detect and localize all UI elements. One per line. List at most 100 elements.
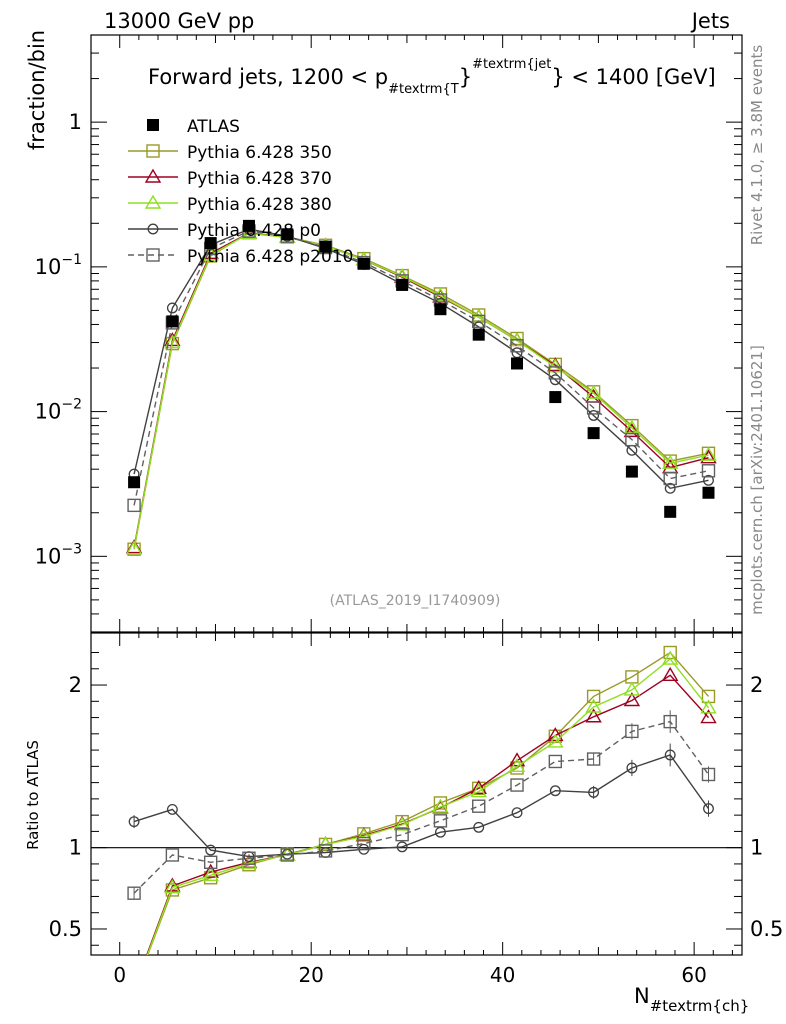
ratio-point-pythia-6-428-p0	[128, 816, 140, 828]
chart-title-sub: #textrm{T	[388, 82, 459, 97]
chart-title-sup: #textrm{jet	[472, 57, 551, 72]
chart-title-suffix: } < 1400 [GeV]	[551, 65, 715, 89]
point-atlas	[396, 278, 409, 291]
x-tick-label: 40	[490, 963, 515, 987]
y-tick-exponent: −3	[61, 541, 82, 557]
ratio-point-pythia-6-428-p2010	[395, 827, 409, 842]
ratio-point-pythia-6-428-p0	[511, 807, 523, 819]
point-pythia-6-428-p0	[166, 302, 178, 314]
ratio-point-pythia-6-428-p0	[396, 841, 408, 853]
ratio-point-pythia-6-428-p2010	[701, 767, 716, 782]
y-tick-mantissa: 10	[35, 255, 62, 279]
mcplots-label: mcplots.cern.ch [arXiv:2401.10621]	[748, 345, 766, 615]
ratio-point-pythia-6-428-380	[623, 681, 641, 696]
point-pythia-6-428-380	[432, 287, 449, 302]
line-pythia-6-428-p0	[133, 228, 709, 490]
point-pythia-6-428-p0	[703, 474, 714, 486]
point-pythia-6-428-380	[125, 540, 143, 555]
point-pythia-6-428-380	[700, 446, 717, 461]
point-atlas	[357, 257, 370, 270]
ratio-point-pythia-6-428-380	[127, 984, 141, 996]
ratio-point-pythia-6-428-370	[202, 863, 219, 878]
ratio-point-pythia-6-428-p2010	[203, 855, 218, 870]
x-tick-label: 60	[681, 963, 706, 987]
ratio-point-pythia-6-428-p2010	[510, 778, 524, 792]
ratio-point-pythia-6-428-380	[470, 783, 487, 798]
ratio-point-pythia-6-428-p2010	[548, 754, 563, 769]
y-tick-label-top: 1	[69, 110, 82, 134]
chart-title-prefix: Forward jets, 1200 < p	[148, 65, 388, 89]
y-tick-label-top: 10−2	[35, 397, 82, 424]
legend-label-pythia-6-428-p2010: Pythia 6.428 p2010	[187, 247, 353, 267]
point-pythia-6-428-380	[661, 454, 679, 469]
y-tick-mantissa: 1	[69, 110, 82, 134]
line-pythia-6-428-380	[133, 232, 709, 549]
y-tick-label-bottom: 2	[69, 673, 82, 697]
point-atlas	[472, 328, 485, 341]
ratio-point-pythia-6-428-p0	[588, 786, 600, 798]
bottom-panel-series	[127, 645, 717, 997]
ratio-point-pythia-6-428-p2010	[433, 814, 448, 828]
point-atlas	[319, 240, 332, 253]
ratio-point-pythia-6-428-370	[127, 982, 141, 994]
point-pythia-6-428-350	[127, 542, 141, 556]
top-frame	[90, 34, 743, 633]
point-atlas	[511, 357, 524, 370]
legend-marker-pythia-6-428-350	[146, 144, 160, 158]
point-pythia-6-428-p2010	[701, 464, 716, 478]
point-atlas	[204, 237, 217, 250]
point-pythia-6-428-380	[547, 358, 564, 373]
chart-title: Forward jets, 1200 < p#textrm{T}#textrm{…	[148, 57, 716, 97]
rivet-label: Rivet 4.1.0, ≥ 3.8M events	[748, 45, 766, 246]
ratio-line-pythia-6-428-p0	[133, 754, 710, 858]
ratio-point-pythia-6-428-380	[661, 650, 679, 665]
line-pythia-6-428-p2010	[133, 230, 709, 506]
ratio-point-pythia-6-428-380	[508, 757, 526, 773]
point-pythia-6-428-p2010	[472, 314, 486, 329]
ratio-point-pythia-6-428-380	[393, 816, 411, 831]
ratio-point-pythia-6-428-380	[164, 879, 181, 894]
point-pythia-6-428-p2010	[510, 339, 524, 353]
ratio-point-pythia-6-428-p2010	[472, 799, 486, 813]
point-atlas	[434, 303, 447, 316]
ratio-point-pythia-6-428-370	[585, 708, 602, 723]
analysis-label: (ATLAS_2019_I1740909)	[330, 593, 501, 609]
ratio-point-pythia-6-428-p0	[703, 803, 714, 815]
legend-label-pythia-6-428-380: Pythia 6.428 380	[187, 195, 332, 215]
legend-label-pythia-6-428-370: Pythia 6.428 370	[187, 169, 332, 189]
y-tick-exponent: −2	[61, 397, 82, 413]
point-atlas	[242, 219, 255, 232]
top-panel-series	[125, 219, 717, 556]
point-pythia-6-428-p2010	[548, 366, 563, 380]
y-tick-label-bottom: 0.5	[49, 917, 82, 941]
ratio-point-pythia-6-428-380	[585, 698, 602, 713]
series-curves	[125, 219, 717, 997]
ratio-line-pythia-6-428-350	[146, 651, 710, 955]
ratio-point-pythia-6-428-p2010	[242, 851, 256, 865]
point-atlas	[625, 465, 638, 478]
point-atlas	[702, 486, 715, 499]
y-tick-label-bottom: 1	[69, 836, 82, 860]
ratio-point-pythia-6-428-p2010	[165, 848, 180, 862]
x-axis-label-sub: #textrm{ch}	[650, 997, 750, 1015]
point-atlas	[664, 505, 677, 518]
y-axis-label-bottom: Ratio to ATLAS	[24, 740, 42, 850]
ratio-point-pythia-6-428-p2010	[357, 836, 371, 851]
ratio-line-pythia-6-428-370	[146, 674, 710, 955]
y-tick-label-top: 10−1	[35, 252, 82, 279]
ratio-point-pythia-6-428-p2010	[663, 714, 677, 729]
ratio-point-pythia-6-428-380	[547, 733, 564, 748]
ratio-point-pythia-6-428-p0	[549, 785, 561, 797]
ratio-point-pythia-6-428-380	[202, 866, 219, 882]
ratio-point-pythia-6-428-350	[128, 985, 140, 997]
legend-marker-pythia-6-428-380	[144, 194, 162, 209]
ratio-point-pythia-6-428-350	[510, 761, 524, 775]
point-pythia-6-428-p2010	[625, 432, 639, 447]
y-tick-mantissa: 10	[35, 544, 62, 568]
ratio-point-pythia-6-428-370	[164, 877, 181, 892]
point-pythia-6-428-p0	[549, 374, 561, 386]
ratio-point-pythia-6-428-p0	[664, 749, 676, 761]
ratio-point-pythia-6-428-350	[701, 689, 716, 704]
x-axis-label: N#textrm{ch}	[634, 984, 749, 1015]
